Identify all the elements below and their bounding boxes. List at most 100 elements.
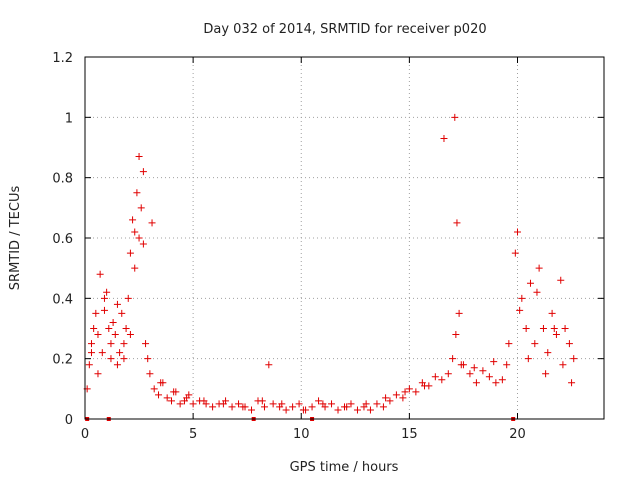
data-point: [505, 340, 513, 348]
data-point: [168, 397, 175, 405]
data-point: [139, 168, 147, 176]
data-point: [126, 331, 134, 339]
data-point: [163, 394, 171, 402]
data-point: [107, 340, 115, 348]
x-axis-label: GPS time / hours: [290, 460, 399, 475]
x-tick-label: 15: [401, 427, 418, 442]
data-point: [438, 376, 446, 384]
data-point: [189, 400, 197, 408]
data-point: [94, 331, 102, 339]
data-point: [379, 403, 387, 411]
data-point: [539, 325, 547, 332]
data-point: [518, 294, 526, 302]
data-point: [526, 279, 534, 287]
data-points: [83, 113, 578, 421]
data-point: [155, 391, 163, 399]
data-point: [131, 228, 139, 236]
data-point: [219, 400, 227, 408]
data-point: [386, 397, 394, 405]
data-point: [524, 355, 532, 363]
data-point: [135, 234, 143, 242]
data-point: [535, 264, 543, 272]
data-point: [122, 325, 130, 332]
data-point: [116, 349, 124, 357]
data-point: [228, 403, 236, 411]
data-point: [568, 379, 576, 387]
data-point: [133, 189, 141, 197]
data-point: [457, 361, 465, 369]
data-point: [87, 349, 95, 357]
data-point: [343, 403, 351, 411]
y-tick-label: 0.8: [52, 172, 73, 187]
data-point: [565, 340, 573, 348]
data-point: [511, 249, 519, 257]
data-point: [334, 406, 342, 414]
data-point: [120, 340, 128, 348]
data-point: [118, 309, 126, 317]
data-point: [452, 331, 460, 339]
data-point: [105, 325, 113, 332]
data-point: [269, 400, 277, 408]
data-point: [248, 406, 256, 414]
data-point: [98, 349, 106, 357]
data-point: [548, 309, 556, 317]
data-point: [299, 406, 307, 414]
data-point: [129, 216, 137, 224]
data-point: [148, 219, 156, 227]
x-tick-label: 5: [189, 427, 197, 442]
data-point: [412, 388, 420, 396]
data-point: [282, 406, 290, 414]
data-point: [100, 306, 108, 314]
data-point: [265, 361, 273, 369]
data-point: [209, 403, 217, 411]
data-point: [120, 355, 128, 363]
data-point: [100, 294, 108, 302]
data-point: [466, 370, 474, 378]
y-tick-label: 1.2: [52, 51, 73, 66]
data-point: [109, 318, 117, 326]
data-point: [170, 388, 178, 396]
axis-ticks: 0 5 10 15 20 0 0.2 0.4 0.6 0.8 1 1.2: [52, 51, 604, 442]
data-point: [451, 113, 459, 121]
data-point: [557, 276, 565, 284]
data-point: [111, 331, 119, 339]
data-point: [157, 379, 165, 387]
y-tick-label: 1: [65, 111, 73, 126]
data-point: [440, 134, 448, 142]
data-point: [472, 379, 480, 387]
data-point: [278, 400, 286, 408]
data-point: [498, 376, 506, 384]
data-point: [319, 400, 327, 408]
data-point: [382, 394, 390, 402]
data-point: [347, 400, 355, 408]
data-point: [485, 373, 493, 381]
data-point: [421, 382, 429, 390]
data-point: [135, 153, 143, 161]
data-point: [552, 331, 560, 339]
data-point: [260, 403, 268, 411]
data-point: [92, 309, 100, 317]
data-point: [366, 406, 374, 414]
data-point: [550, 325, 558, 332]
data-point: [516, 306, 524, 314]
data-point: [139, 240, 147, 248]
data-point: [353, 406, 361, 414]
data-point: [561, 325, 569, 332]
data-point: [200, 397, 208, 405]
data-point: [176, 400, 184, 408]
y-axis-label: SRMTID / TECUs: [8, 186, 23, 291]
data-point: [514, 228, 521, 236]
data-point: [503, 361, 511, 369]
data-point: [362, 400, 370, 408]
data-point: [392, 391, 400, 399]
data-point: [146, 370, 154, 378]
data-point: [373, 400, 381, 408]
grid-lines: [85, 57, 604, 419]
data-point: [399, 394, 407, 402]
x-tick-label: 10: [293, 427, 310, 442]
data-point: [113, 300, 121, 308]
data-point: [449, 355, 457, 363]
data-point: [90, 325, 98, 332]
data-point: [308, 403, 316, 411]
